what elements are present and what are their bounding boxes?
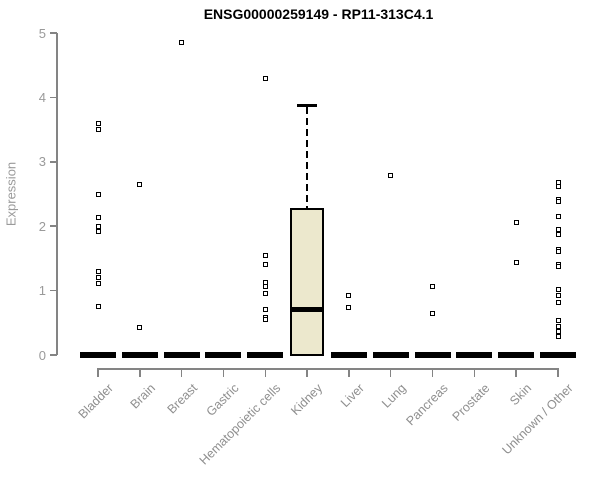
- data-point: [555, 328, 561, 334]
- median-line: [290, 307, 325, 313]
- y-tick: [50, 354, 57, 356]
- x-axis-label: Bladder: [75, 381, 116, 422]
- x-tick: [264, 368, 267, 377]
- whisker-cap: [297, 103, 318, 107]
- x-tick: [557, 368, 559, 377]
- x-tick: [222, 368, 225, 377]
- data-point: [555, 299, 561, 305]
- x-tick: [139, 368, 141, 377]
- collapsed-boxplot-bar: [80, 352, 116, 358]
- collapsed-boxplot-bar: [330, 352, 367, 358]
- data-point: [555, 232, 561, 238]
- data-point: [346, 305, 352, 311]
- data-point: [555, 248, 561, 254]
- data-point: [513, 259, 519, 265]
- x-axis-label: Gastric: [203, 381, 242, 419]
- data-point: [555, 226, 561, 232]
- box-plot-box: [290, 208, 325, 356]
- y-axis-label: Expression: [3, 161, 19, 227]
- y-tick: [50, 225, 57, 227]
- x-tick: [515, 368, 517, 377]
- data-point: [555, 334, 561, 340]
- data-point: [555, 292, 561, 298]
- y-tick-label: 1: [38, 283, 46, 299]
- data-point: [137, 182, 143, 188]
- collapsed-boxplot-bar: [205, 352, 242, 358]
- data-point: [555, 317, 561, 323]
- x-axis-label: Lung: [379, 381, 409, 411]
- data-point: [179, 40, 185, 46]
- data-point: [555, 184, 561, 190]
- y-tick-label: 2: [38, 218, 46, 234]
- data-point: [430, 284, 436, 290]
- data-point: [262, 75, 268, 81]
- y-tick: [50, 161, 57, 163]
- y-tick: [50, 96, 57, 99]
- data-point: [95, 223, 101, 229]
- x-tick: [180, 368, 183, 377]
- data-point: [262, 253, 268, 259]
- x-axis-label: Kidney: [288, 381, 326, 418]
- data-point: [95, 120, 101, 126]
- data-point: [95, 228, 101, 234]
- data-point: [95, 191, 101, 197]
- x-tick: [473, 368, 476, 377]
- collapsed-boxplot-bar: [414, 352, 451, 358]
- x-tick: [431, 368, 434, 377]
- x-axis-label: Brain: [127, 381, 158, 412]
- y-tick-label: 3: [38, 154, 46, 170]
- y-tick-label: 0: [38, 347, 46, 363]
- y-tick: [50, 289, 57, 292]
- collapsed-boxplot-bar: [456, 352, 493, 358]
- x-axis-label: Hematopoietic cells: [196, 381, 284, 468]
- collapsed-boxplot-bar: [121, 352, 158, 358]
- data-point: [95, 127, 101, 133]
- data-point: [262, 290, 268, 296]
- x-tick: [306, 368, 308, 377]
- data-point: [555, 198, 561, 204]
- data-point: [346, 292, 352, 298]
- x-axis-label: Prostate: [449, 381, 493, 424]
- upper-whisker: [306, 107, 309, 209]
- x-axis-label: Liver: [337, 381, 367, 411]
- collapsed-boxplot-bar: [163, 352, 200, 358]
- x-tick: [389, 368, 392, 377]
- data-point: [95, 268, 101, 274]
- data-point: [95, 214, 101, 220]
- y-axis-line: [56, 33, 58, 355]
- data-point: [555, 287, 561, 293]
- data-point: [262, 284, 268, 290]
- data-point: [262, 306, 268, 312]
- collapsed-boxplot-bar: [540, 352, 577, 358]
- data-point: [137, 324, 143, 330]
- data-point: [513, 219, 519, 225]
- x-axis-label: Pancreas: [403, 381, 451, 429]
- data-point: [430, 310, 436, 316]
- chart-title: ENSG00000259149 - RP11-313C4.1: [203, 6, 434, 22]
- collapsed-boxplot-bar: [498, 352, 535, 358]
- data-point: [95, 275, 101, 281]
- collapsed-boxplot-bar: [247, 352, 284, 358]
- data-point: [555, 214, 561, 220]
- y-tick-label: 4: [38, 89, 46, 105]
- x-axis-line: [97, 368, 559, 370]
- x-axis-label: Breast: [164, 381, 200, 417]
- collapsed-boxplot-bar: [372, 352, 409, 358]
- data-point: [262, 262, 268, 268]
- data-point: [95, 304, 101, 310]
- data-point: [555, 263, 561, 269]
- data-point: [95, 281, 101, 287]
- x-tick: [97, 368, 99, 377]
- x-tick: [348, 368, 350, 377]
- data-point: [262, 317, 268, 323]
- x-axis-label: Skin: [507, 381, 535, 409]
- data-point: [555, 323, 561, 329]
- y-tick: [50, 32, 57, 34]
- data-point: [388, 173, 394, 179]
- y-tick-label: 5: [38, 25, 46, 41]
